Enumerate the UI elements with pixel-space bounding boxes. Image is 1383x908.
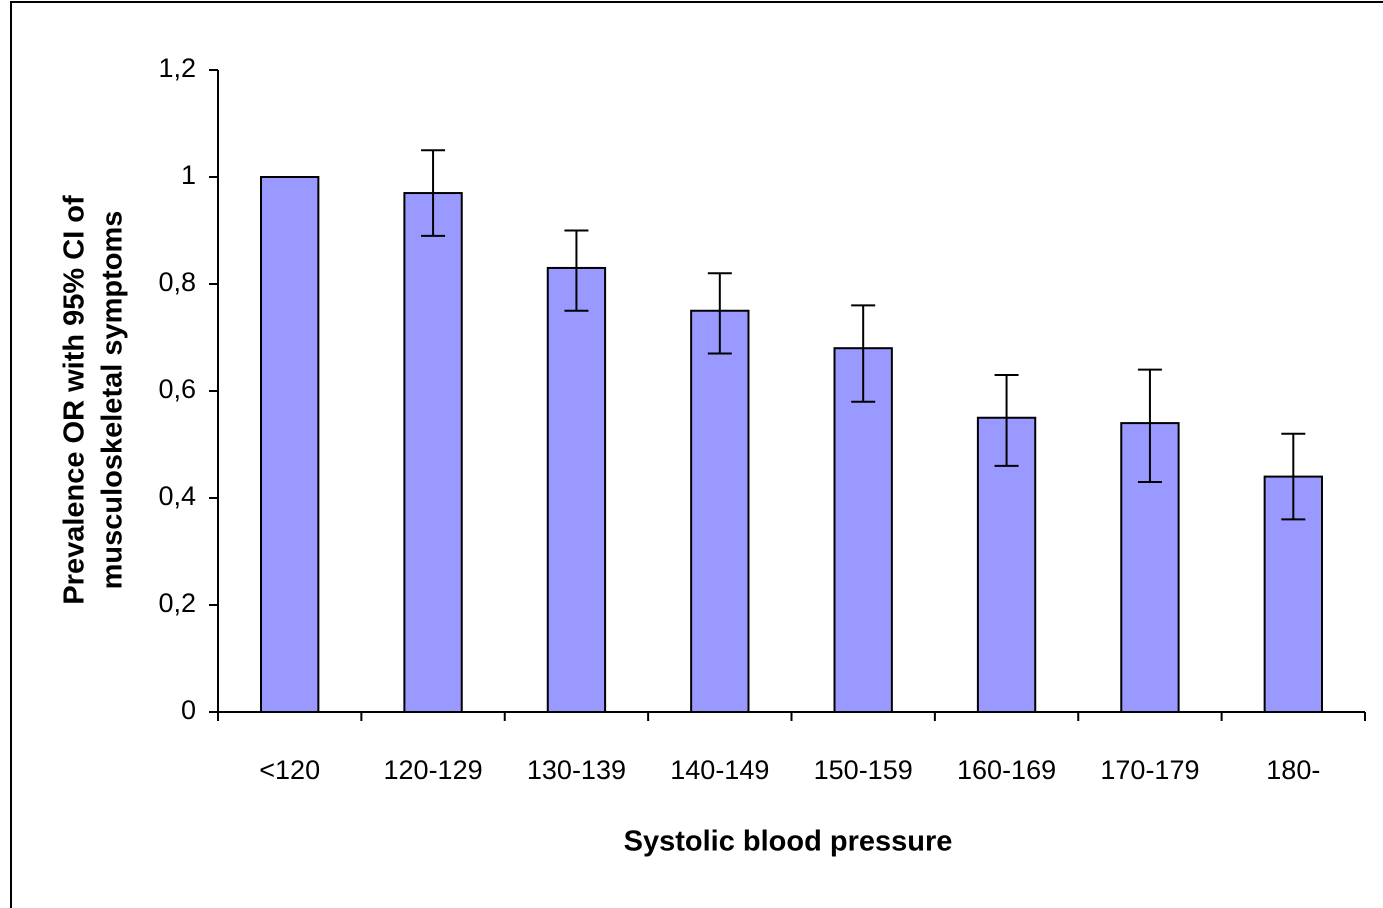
x-tick-label: <120: [259, 755, 320, 785]
x-axis-title: Systolic blood pressure: [624, 826, 953, 858]
error-bar: [851, 304, 876, 403]
error-bar: [1281, 432, 1306, 521]
bar: [403, 192, 463, 714]
bar: [546, 266, 607, 713]
x-tick-label: 120-129: [384, 755, 483, 785]
x-tick-label: 170-179: [1100, 755, 1199, 785]
y-axis-title: Prevalence OR with 95% CI of: [59, 195, 91, 605]
x-tick-label: 160-169: [957, 755, 1056, 785]
y-tick-label: 0,8: [158, 267, 196, 297]
error-bar: [707, 272, 732, 355]
y-tick-label: 0,2: [158, 588, 196, 618]
x-tick-label: 150-159: [814, 755, 913, 785]
y-tick-label: 1: [181, 160, 196, 190]
bar: [260, 176, 320, 713]
error-bar: [1137, 368, 1162, 483]
x-tick-label: 140-149: [670, 755, 769, 785]
error-bar: [421, 149, 446, 237]
x-tick-label: 130-139: [527, 755, 626, 785]
y-tick-label: 1,2: [158, 53, 196, 83]
bar: [833, 347, 893, 713]
bar: [690, 309, 750, 713]
y-tick-label: 0,4: [158, 481, 196, 511]
error-bar: [564, 229, 589, 312]
error-bar: [994, 373, 1019, 467]
chart-frame: [10, 1, 1383, 908]
y-tick-label: 0,6: [158, 374, 196, 404]
y-axis-title: musculoskeletal symptoms: [97, 211, 129, 590]
x-tick-label: 180-: [1266, 755, 1320, 785]
y-tick-label: 0: [181, 695, 196, 725]
